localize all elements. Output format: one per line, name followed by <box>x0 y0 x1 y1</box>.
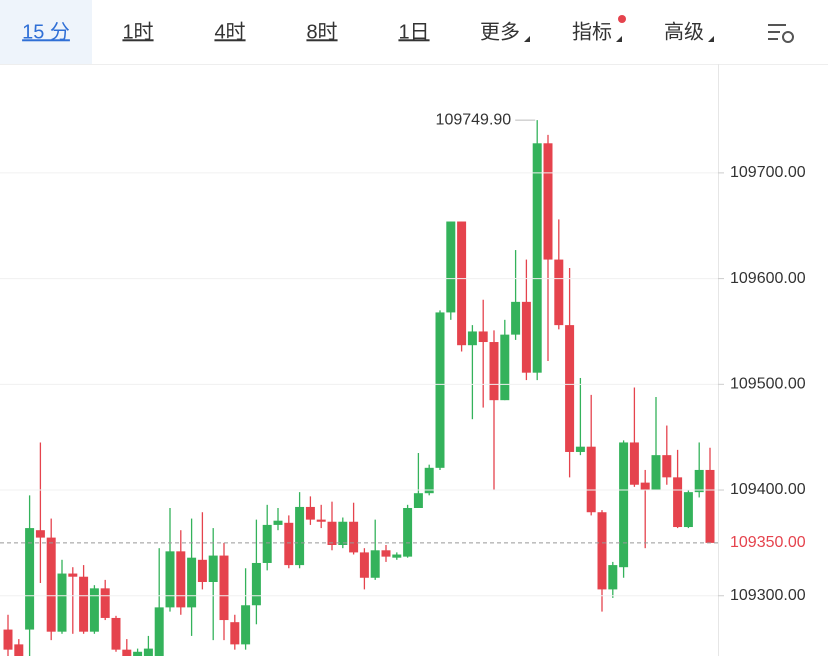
candle-body <box>122 649 132 656</box>
candle-body <box>187 557 197 608</box>
candle-body <box>435 312 445 468</box>
candle-body <box>197 559 207 582</box>
candle-body <box>230 622 240 645</box>
candle-body <box>705 469 715 543</box>
candle-body <box>543 143 553 260</box>
tab[interactable]: 1时 <box>122 20 153 43</box>
candle-body <box>176 551 186 608</box>
candle-body <box>35 530 45 538</box>
candle-body <box>521 301 531 373</box>
candle-body <box>608 565 618 590</box>
tab[interactable]: 更多 <box>480 20 520 43</box>
candle-body <box>532 143 542 373</box>
tab[interactable]: 指标 <box>572 20 612 43</box>
candle-body <box>511 301 521 335</box>
candle-body <box>489 342 499 401</box>
candle-body <box>89 588 99 632</box>
candle-body <box>295 506 305 566</box>
high-annotation-label: 109749.90 <box>436 111 512 128</box>
candle-body <box>241 605 251 645</box>
candle-body <box>154 607 164 656</box>
candle-body <box>392 554 402 558</box>
y-tick-label: 109400.00 <box>730 481 806 498</box>
candle-body <box>143 648 153 656</box>
y-tick-label: 109700.00 <box>730 164 806 181</box>
notification-dot <box>618 15 626 23</box>
candle-body <box>262 524 272 563</box>
candle-body <box>316 519 326 522</box>
candle-body <box>305 506 315 520</box>
candle-body <box>565 325 575 452</box>
candle-body <box>79 576 89 632</box>
y-tick-label: 109600.00 <box>730 270 806 287</box>
candle-body <box>478 331 488 343</box>
y-tick-label: 109300.00 <box>730 587 806 604</box>
candle-body <box>349 521 359 553</box>
tab[interactable]: 高级 <box>664 20 704 43</box>
candle-body <box>554 259 564 326</box>
tab[interactable]: 1日 <box>398 21 429 43</box>
candle-body <box>619 442 629 568</box>
candle-body <box>133 651 143 656</box>
candle-body <box>338 521 348 545</box>
dropdown-marker <box>524 36 530 42</box>
candle-body <box>597 512 607 590</box>
candle-body <box>165 551 175 608</box>
candle-body <box>68 573 78 577</box>
candle-body <box>14 644 24 656</box>
candle-body <box>100 588 110 618</box>
candle-body <box>457 221 467 346</box>
settings-icon[interactable] <box>768 24 794 43</box>
candle-body <box>467 331 477 346</box>
candle-body <box>403 508 413 557</box>
candle-body <box>575 446 585 452</box>
candle-body <box>219 555 229 621</box>
candle-body <box>111 617 121 650</box>
candle-body <box>359 552 369 578</box>
candle-body <box>629 442 639 485</box>
candle-body <box>413 493 423 508</box>
candle-body <box>673 477 683 528</box>
candle-body <box>370 550 380 578</box>
tab[interactable]: 15 分 <box>22 20 70 43</box>
candle-body <box>208 555 218 582</box>
candle-body <box>273 520 283 525</box>
candle-body <box>694 469 704 493</box>
candle-body <box>586 446 596 513</box>
candle-body <box>25 528 35 630</box>
candle-body <box>284 522 294 566</box>
tab[interactable]: 8时 <box>306 20 337 43</box>
candle-body <box>651 455 661 491</box>
candle-body <box>640 482 650 491</box>
candle-body <box>683 492 693 528</box>
last-price-label: 109350.00 <box>730 534 806 551</box>
active-tab-bg <box>0 0 92 64</box>
candle-body <box>57 573 67 632</box>
candle-body <box>500 334 510 401</box>
tab[interactable]: 4时 <box>214 20 245 43</box>
candle-body <box>251 562 261 606</box>
candle-body <box>3 629 13 650</box>
dropdown-marker <box>616 36 622 42</box>
candle-body <box>46 537 56 632</box>
candle-body <box>662 455 672 478</box>
plot-area <box>3 120 715 656</box>
y-tick-label: 109500.00 <box>730 376 806 393</box>
candle-body <box>446 221 456 313</box>
dropdown-marker <box>708 36 714 42</box>
candle-body <box>381 550 391 557</box>
candle-body <box>424 467 434 494</box>
candle-body <box>327 521 337 545</box>
